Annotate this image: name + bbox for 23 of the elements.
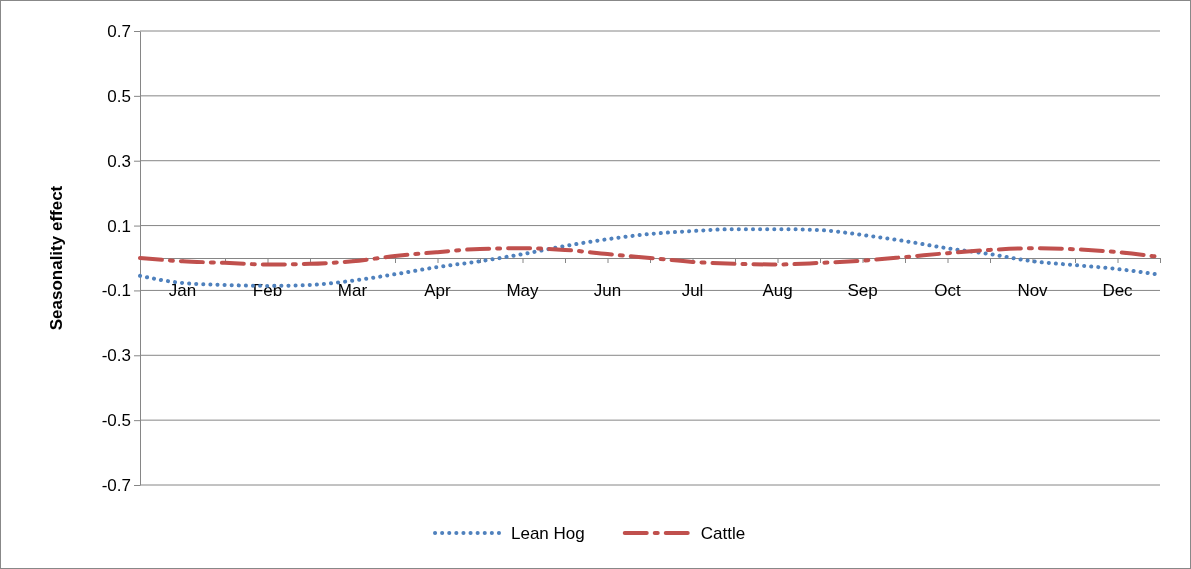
y-tick-label: -0.3 xyxy=(101,346,131,366)
x-tick-label: Nov xyxy=(1017,281,1049,300)
legend-label: Lean Hog xyxy=(511,524,585,543)
y-tick-label: -0.7 xyxy=(101,475,131,495)
y-tick-label: -0.1 xyxy=(101,281,131,301)
x-tick-label: Jan xyxy=(168,281,197,300)
x-tick-label: Jun xyxy=(593,281,622,300)
x-tick-label: Sep xyxy=(847,281,878,300)
y-tick-label: 0.7 xyxy=(107,21,131,41)
x-tick-label: Dec xyxy=(1102,281,1134,300)
x-tick-label: Feb xyxy=(252,281,283,300)
y-tick-label: 0.3 xyxy=(107,151,131,171)
y-axis-title: Seasonality effect xyxy=(47,185,66,331)
x-tick-label: Apr xyxy=(424,281,452,300)
x-tick-label: Aug xyxy=(762,281,793,300)
legend-label: Cattle xyxy=(700,524,746,543)
x-tick-label: Oct xyxy=(934,281,961,300)
y-tick-label: -0.5 xyxy=(101,411,131,431)
y-tick-label: 0.5 xyxy=(107,86,131,106)
x-tick-label: Mar xyxy=(337,281,368,300)
x-tick-label: Jul xyxy=(681,281,704,300)
x-tick-label: May xyxy=(506,281,540,300)
y-tick-label: 0.1 xyxy=(107,216,131,236)
